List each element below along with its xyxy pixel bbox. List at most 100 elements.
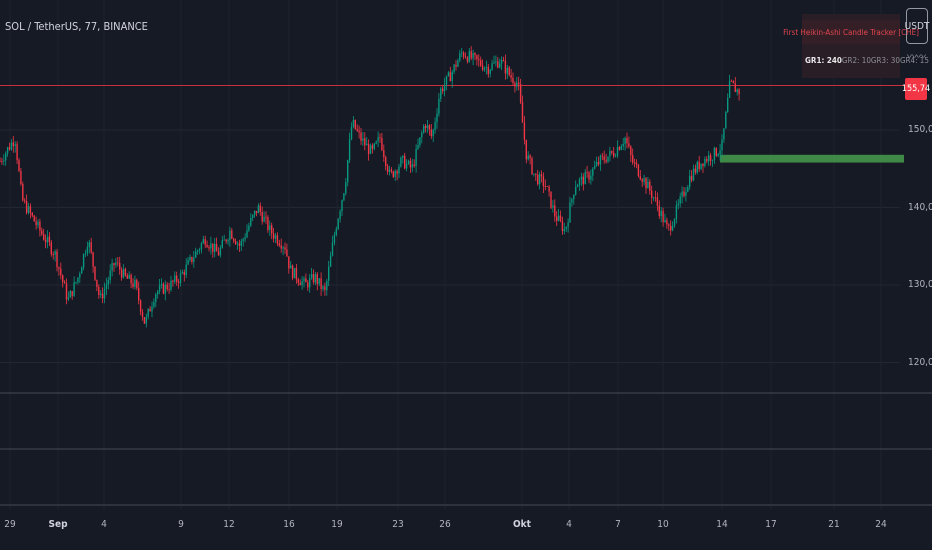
- candle-body-339: [643, 178, 645, 182]
- candle-body-18: [33, 215, 35, 222]
- candle-body-363: [689, 175, 691, 188]
- candle-body-298: [565, 226, 567, 230]
- candle-body-142: [269, 225, 271, 231]
- candles: [0, 46, 740, 328]
- candle-body-342: [649, 181, 651, 191]
- candle-body-44: [82, 254, 85, 268]
- wave-icon[interactable]: 〰〰: [907, 52, 926, 63]
- candle-body-47: [88, 242, 90, 247]
- candle-body-369: [700, 163, 702, 169]
- candle-body-150: [284, 247, 286, 250]
- candle-body-45: [84, 253, 87, 255]
- candle-body-293: [556, 216, 558, 221]
- candle-body-366: [694, 168, 697, 173]
- candle-body-358: [679, 196, 681, 204]
- candle-body-96: [181, 272, 184, 274]
- candle-body-40: [75, 281, 77, 283]
- candle-body-229: [434, 122, 436, 130]
- candle-body-73: [138, 287, 140, 301]
- candle-body-261: [495, 61, 497, 63]
- candle-body-381: [723, 128, 725, 140]
- candle-body-264: [500, 59, 503, 64]
- candle-body-302: [573, 194, 575, 200]
- candle-body-271: [514, 83, 516, 87]
- candle-body-322: [611, 151, 613, 153]
- candle-body-296: [561, 220, 564, 232]
- candle-body-372: [706, 159, 708, 162]
- candle-body-202: [383, 150, 385, 158]
- candle-body-179: [339, 211, 341, 220]
- candle-body-175: [331, 242, 334, 256]
- candle-body-119: [225, 239, 227, 242]
- candle-body-323: [613, 152, 615, 157]
- candle-body-368: [698, 161, 700, 169]
- candle-body-347: [658, 205, 660, 217]
- candle-body-57: [107, 280, 109, 285]
- candle-body-285: [540, 174, 543, 177]
- candle-body-100: [189, 256, 191, 261]
- candle-body-334: [633, 162, 636, 164]
- candle-body-67: [126, 275, 128, 279]
- candle-body-3: [5, 153, 7, 161]
- candle-body-25: [46, 236, 49, 243]
- candle-body-208: [394, 171, 396, 177]
- candle-body-79: [149, 308, 151, 312]
- candle-body-58: [109, 270, 111, 281]
- candle-body-53: [100, 293, 102, 296]
- candle-body-10: [18, 160, 20, 172]
- candle-body-91: [172, 280, 174, 282]
- candle-body-164: [310, 274, 313, 279]
- candle-body-27: [50, 242, 52, 255]
- group-1: GR1: 240: [805, 56, 842, 65]
- candle-body-23: [43, 234, 45, 240]
- indicator-groups: GR1: 240 GR2: 10 GR3: 30 GR4: 15: [805, 56, 929, 65]
- candle-body-26: [48, 236, 51, 243]
- candle-body-104: [196, 250, 199, 252]
- candle-body-321: [609, 151, 611, 157]
- candle-body-22: [41, 230, 43, 235]
- candle-body-360: [683, 191, 685, 196]
- candle-body-253: [480, 60, 482, 66]
- candle-body-388: [736, 89, 738, 93]
- candle-body-176: [333, 234, 336, 243]
- candle-body-24: [44, 239, 47, 243]
- candle-body-311: [590, 175, 592, 180]
- candle-body-31: [58, 267, 60, 269]
- x-tick-label: 4: [566, 519, 572, 530]
- candle-body-213: [404, 155, 406, 169]
- candle-body-46: [86, 246, 89, 254]
- candle-body-346: [656, 197, 659, 206]
- candle-body-364: [690, 175, 693, 181]
- candle-body-258: [489, 69, 491, 74]
- candle-body-184: [348, 139, 351, 161]
- currency-button[interactable]: USDT: [905, 8, 929, 44]
- candle-body-132: [250, 217, 252, 226]
- group-3: GR3: 30: [870, 56, 900, 65]
- candle-body-335: [635, 162, 638, 165]
- candle-body-82: [155, 294, 157, 303]
- candle-body-125: [236, 243, 239, 245]
- candle-body-299: [567, 222, 569, 227]
- candle-body-92: [174, 275, 176, 282]
- candle-body-54: [101, 293, 104, 299]
- candle-body-204: [386, 166, 389, 172]
- x-tick-label: 17: [765, 519, 777, 530]
- candle-body-90: [170, 280, 172, 290]
- candle-body-63: [119, 262, 121, 270]
- candle-body-373: [708, 155, 710, 162]
- candle-body-59: [111, 263, 113, 271]
- candle-body-136: [257, 205, 260, 214]
- candle-body-371: [704, 159, 706, 167]
- candle-body-348: [660, 210, 662, 217]
- candle-body-196: [371, 145, 374, 149]
- candle-body-144: [272, 233, 275, 239]
- candle-body-12: [22, 183, 24, 201]
- candle-body-215: [407, 160, 410, 164]
- candle-body-206: [390, 169, 393, 172]
- candle-body-138: [261, 211, 263, 222]
- candle-body-97: [183, 272, 185, 276]
- candle-body-380: [721, 139, 723, 151]
- candle-body-345: [654, 197, 657, 199]
- candle-body-310: [588, 172, 590, 180]
